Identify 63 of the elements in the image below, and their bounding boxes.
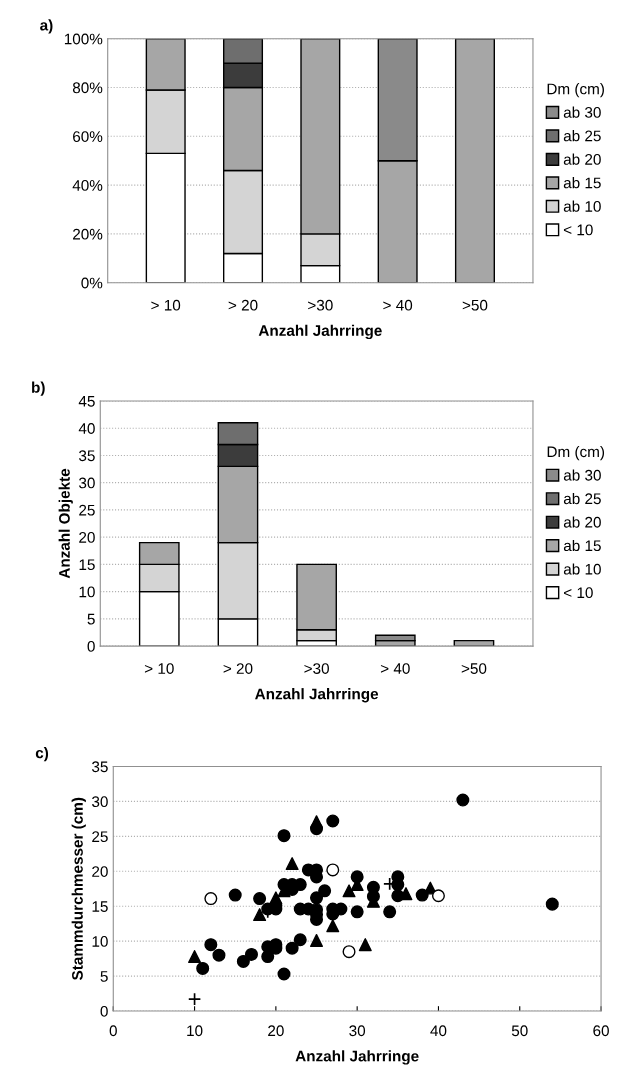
y-tick-label: 60% xyxy=(73,131,103,142)
legend-label: ab 20 xyxy=(563,153,601,165)
x-tick-label: > 10 xyxy=(151,299,181,311)
chart-title: c) xyxy=(35,747,49,762)
y-tick-label: 35 xyxy=(79,450,95,462)
legend-label: ab 25 xyxy=(563,492,601,505)
y-tick-label: 30 xyxy=(92,796,108,808)
y-tick-label: 15 xyxy=(92,901,108,912)
y-tick-label: 0% xyxy=(81,277,103,289)
legend-label: ab 25 xyxy=(563,130,601,142)
legend-label: ab 30 xyxy=(563,469,601,481)
y-tick-label: 20 xyxy=(79,532,95,543)
y-tick-label: 0 xyxy=(87,640,95,652)
x-tick-label: >30 xyxy=(304,663,329,674)
legend-label: ab 20 xyxy=(563,516,601,528)
y-tick-label: 30 xyxy=(79,477,95,489)
legend-label: ab 15 xyxy=(563,177,601,189)
y-tick-label: 10 xyxy=(79,586,95,598)
y-axis-title: Anzahl Objekte xyxy=(58,468,73,579)
y-tick-label: 10 xyxy=(92,936,108,947)
y-tick-label: 25 xyxy=(79,504,95,516)
legend-label: ab 10 xyxy=(563,200,601,212)
x-tick-label: 50 xyxy=(511,1025,528,1037)
y-tick-label: 0 xyxy=(100,1005,108,1017)
y-tick-label: 5 xyxy=(100,971,108,982)
x-axis-title: Anzahl Jahrringe xyxy=(258,324,382,340)
x-axis-title: Anzahl Jahrringe xyxy=(255,688,379,703)
x-tick-label: 40 xyxy=(430,1025,447,1037)
y-tick-label: 40 xyxy=(78,423,95,434)
y-tick-label: 20 xyxy=(92,866,108,877)
legend-label: ab 10 xyxy=(563,563,601,575)
x-tick-label: > 20 xyxy=(223,663,253,674)
legend-title: Dm (cm) xyxy=(547,445,605,461)
y-tick-label: 100% xyxy=(64,33,103,45)
chart-title: a) xyxy=(40,19,53,34)
x-tick-label: > 40 xyxy=(383,299,413,311)
x-tick-label: 60 xyxy=(593,1025,609,1037)
x-tick-label: >30 xyxy=(308,299,333,311)
chart-title: b) xyxy=(32,381,45,396)
x-tick-label: >50 xyxy=(462,299,488,311)
x-tick-label: 10 xyxy=(187,1025,203,1037)
x-tick-label: >50 xyxy=(461,663,487,674)
legend-label: ab 15 xyxy=(563,539,601,552)
legend-label: < 10 xyxy=(564,587,593,599)
legend-title: Dm (cm) xyxy=(547,83,604,98)
legend-label: ab 30 xyxy=(563,106,601,118)
y-tick-label: 15 xyxy=(79,559,95,571)
x-tick-label: > 20 xyxy=(228,299,258,311)
y-tick-label: 80% xyxy=(72,82,103,94)
x-tick-label: > 40 xyxy=(380,663,410,674)
y-tick-label: 5 xyxy=(87,613,95,625)
x-axis-title: Anzahl Jahrringe xyxy=(295,1050,419,1065)
y-tick-label: 45 xyxy=(78,396,95,407)
y-tick-label: 20% xyxy=(73,228,103,240)
x-tick-label: > 10 xyxy=(144,663,174,674)
x-tick-label: 20 xyxy=(268,1025,284,1037)
y-tick-label: 25 xyxy=(92,831,108,843)
y-axis-title: Stammdurchmesser (cm) xyxy=(71,797,86,981)
legend-label: < 10 xyxy=(563,224,593,236)
y-tick-label: 40% xyxy=(72,179,103,191)
x-tick-label: 30 xyxy=(349,1025,366,1037)
x-tick-label: 0 xyxy=(109,1025,117,1037)
y-tick-label: 35 xyxy=(92,761,108,773)
